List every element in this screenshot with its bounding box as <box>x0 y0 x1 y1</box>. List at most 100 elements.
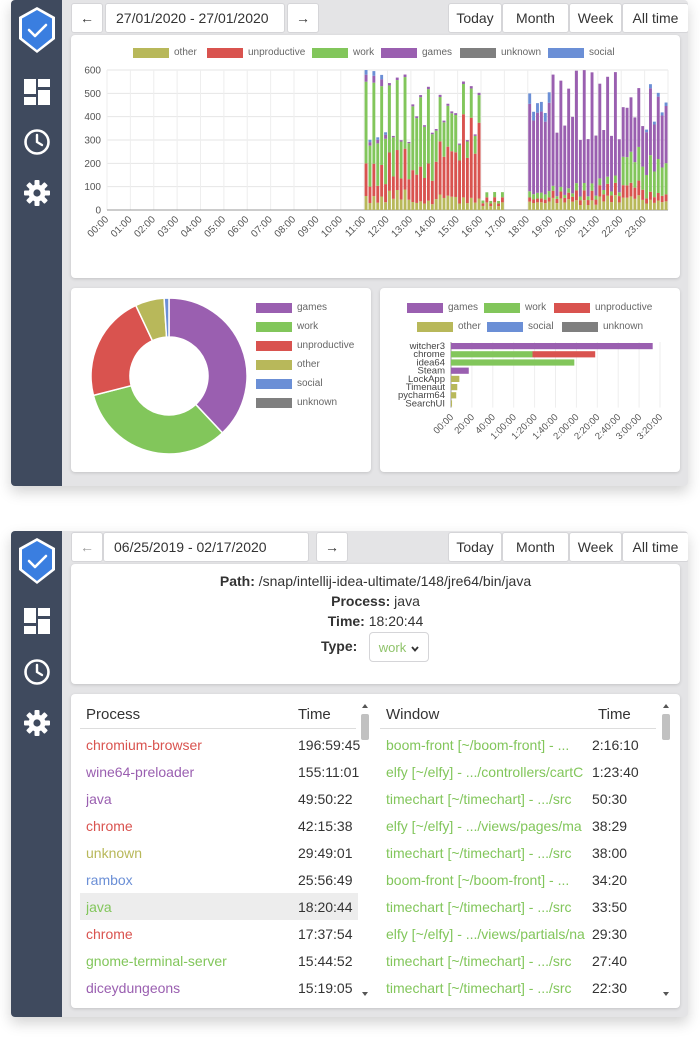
table-row[interactable]: boom-front [~/boom-front] - ... 2:16:10 <box>380 731 658 758</box>
process-header[interactable]: Process <box>86 706 141 723</box>
bar-other <box>419 201 423 210</box>
bar-unproductive <box>473 153 477 203</box>
legend-item-work[interactable]: work <box>312 47 374 58</box>
table-row[interactable]: timechart [~/timechart] - .../src 33:50 <box>380 893 658 920</box>
date-range-input[interactable]: 27/01/2020 - 27/01/2020 <box>105 3 285 33</box>
bar-unproductive <box>664 194 668 202</box>
table-row[interactable]: elfy [~/elfy] - .../views/partials/na 29:… <box>380 920 658 947</box>
month-button[interactable]: Month <box>502 532 569 562</box>
dashboard-icon[interactable] <box>22 77 52 107</box>
bar-other <box>637 195 641 210</box>
x-tick-label: 13:00 <box>390 214 416 240</box>
table-row[interactable]: timechart [~/timechart] - .../src 27:40 <box>380 947 658 974</box>
prev-range-button[interactable]: ← <box>71 532 103 562</box>
bar-games <box>578 139 582 197</box>
dashboard-icon[interactable] <box>22 606 52 636</box>
date-toolbar: ← 27/01/2020 - 27/01/2020 → Today Month … <box>71 3 688 33</box>
today-button[interactable]: Today <box>448 532 502 562</box>
legend-item-games[interactable]: games <box>381 47 452 58</box>
bar-unproductive <box>403 148 407 190</box>
table-row[interactable]: chrome 42:15:38 <box>80 812 358 839</box>
today-button[interactable]: Today <box>448 3 502 33</box>
table-row[interactable]: timechart [~/timechart] - .../src 22:30 <box>380 974 658 1001</box>
legend-item-work[interactable]: work <box>484 302 546 313</box>
table-row[interactable]: java 49:50:22 <box>80 785 358 812</box>
table-row[interactable]: timechart [~/timechart] - .../src 50:30 <box>380 785 658 812</box>
bar-unproductive <box>641 189 645 200</box>
table-row[interactable]: diceydungeons 15:19:05 <box>80 974 358 1001</box>
legend-item-other[interactable]: other <box>133 47 197 58</box>
table-row[interactable]: gnome-terminal-server 15:44:52 <box>80 947 358 974</box>
shield-logo-icon[interactable] <box>17 6 57 54</box>
bar-social <box>372 71 376 76</box>
alltime-button[interactable]: All time <box>622 3 688 33</box>
legend-item-other[interactable]: other <box>417 321 481 332</box>
table-row[interactable]: wine64-preloader 155:11:01 <box>80 758 359 785</box>
process-value: java <box>394 593 420 609</box>
legend-item-unproductive[interactable]: unproductive <box>207 47 305 58</box>
process-scrollbar[interactable] <box>360 702 370 998</box>
clock-icon[interactable] <box>22 127 52 157</box>
table-row[interactable]: rambox 25:56:49 <box>80 866 358 893</box>
date-range-input[interactable]: 06/25/2019 - 02/17/2020 <box>103 532 309 562</box>
bar-games <box>590 72 594 184</box>
bar-other <box>539 202 543 210</box>
bar-other <box>384 202 387 210</box>
table-row[interactable]: boom-front [~/boom-front] - ... 34:20 <box>380 866 658 893</box>
legend-item-games[interactable]: games <box>256 302 327 313</box>
bar-unproductive <box>415 174 419 203</box>
next-range-button[interactable]: → <box>287 3 319 33</box>
legend-item-work[interactable]: work <box>256 321 318 332</box>
window-time-header[interactable]: Time <box>598 706 631 723</box>
legend-item-other[interactable]: other <box>256 359 320 370</box>
bar-work <box>617 192 621 197</box>
bar-work <box>372 82 376 164</box>
gear-icon[interactable] <box>22 708 52 738</box>
table-row[interactable]: chrome 17:37:54 <box>80 920 358 947</box>
app-label: Steam <box>418 366 446 377</box>
table-row[interactable]: timechart [~/timechart] - .../src 38:00 <box>380 839 658 866</box>
table-row[interactable]: chromium-browser 196:59:45 <box>80 731 360 758</box>
legend-label: social <box>297 378 323 389</box>
gear-icon[interactable] <box>22 178 52 208</box>
bar-other <box>399 199 403 210</box>
month-button[interactable]: Month <box>502 3 569 33</box>
bar-games <box>419 95 423 98</box>
process-time-header[interactable]: Time <box>298 706 331 723</box>
table-row[interactable]: java 18:20:44 <box>80 893 358 920</box>
table-row[interactable]: unknown 29:49:01 <box>80 839 358 866</box>
legend-swatch <box>256 378 292 389</box>
window-scrollbar[interactable] <box>661 702 671 998</box>
next-range-button[interactable]: → <box>316 532 348 562</box>
legend-item-unknown[interactable]: unknown <box>460 47 541 58</box>
window-header[interactable]: Window <box>386 706 440 723</box>
legend-item-social[interactable]: social <box>487 321 554 332</box>
bar-other <box>465 203 469 210</box>
legend-swatch <box>417 321 453 332</box>
legend-item-unproductive[interactable]: unproductive <box>554 302 652 313</box>
x-tick-label: 06:00 <box>226 214 252 240</box>
week-button[interactable]: Week <box>569 3 622 33</box>
legend-item-unproductive[interactable]: unproductive <box>256 340 354 351</box>
alltime-button[interactable]: All time <box>622 532 688 562</box>
bar-work <box>528 191 532 198</box>
legend-item-unknown[interactable]: unknown <box>256 397 337 408</box>
bar-work <box>384 138 387 185</box>
prev-range-button[interactable]: ← <box>71 3 103 33</box>
window-name: boom-front [~/boom-front] - ... <box>386 871 570 888</box>
bar-work <box>656 158 660 193</box>
legend-item-games[interactable]: games <box>407 302 478 313</box>
type-select[interactable]: work <box>369 632 429 662</box>
legend-item-unknown[interactable]: unknown <box>562 321 643 332</box>
table-row[interactable]: elfy [~/elfy] - .../controllers/cartC 1:2… <box>380 758 658 785</box>
clock-icon[interactable] <box>22 657 52 687</box>
bar-work <box>567 188 571 193</box>
legend-item-social[interactable]: social <box>256 378 323 389</box>
shield-logo-icon[interactable] <box>17 537 57 585</box>
table-row[interactable]: elfy [~/elfy] - .../views/pages/ma 38:29 <box>380 812 658 839</box>
week-button[interactable]: Week <box>569 532 622 562</box>
bar-other <box>364 196 368 210</box>
legend-swatch <box>256 340 292 351</box>
bar-games <box>575 70 578 184</box>
legend-item-social[interactable]: social <box>548 47 615 58</box>
